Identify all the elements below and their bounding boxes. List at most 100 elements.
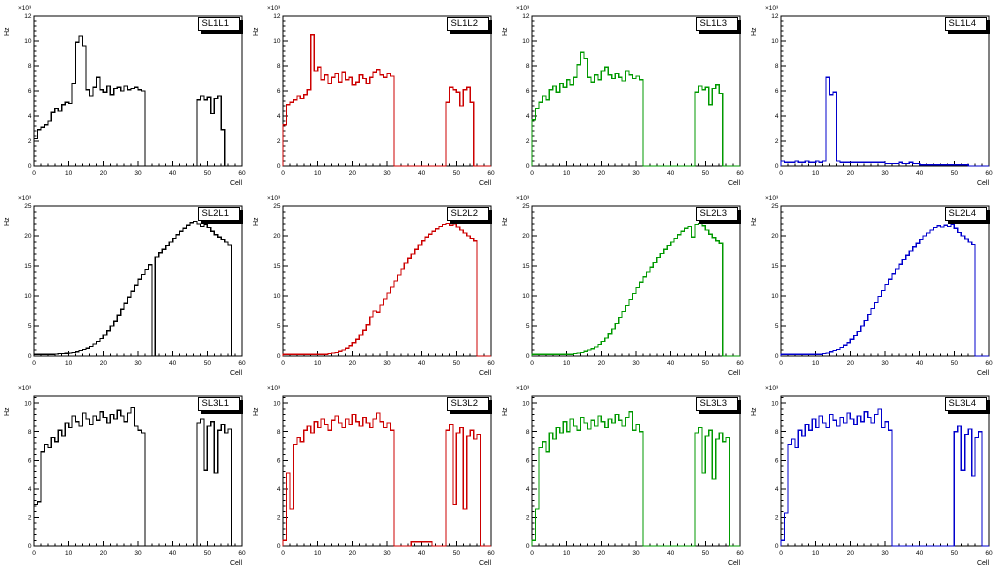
x-tick-label: 50 — [204, 550, 212, 557]
title-pave: SL2L3 — [695, 207, 738, 221]
x-tick-label: 30 — [632, 360, 640, 367]
x-tick-label: 40 — [667, 170, 675, 177]
plot-frame — [282, 395, 492, 547]
histogram-line — [780, 408, 989, 547]
x-tick-label: 60 — [736, 170, 744, 177]
y-tick-label: 12 — [273, 13, 281, 20]
pave-title: SL1L2 — [450, 18, 478, 29]
y-tick-label: 15 — [522, 263, 530, 270]
y-tick-label: 0 — [28, 353, 32, 360]
histogram-plot: 0 10 20 30 40 50 60 0 2 4 6 8 10 Hz ×10³ Cell — [4, 385, 246, 567]
y-tick-label: 0 — [277, 353, 281, 360]
pave-title: SL3L4 — [948, 398, 976, 409]
plot-frame — [531, 205, 741, 357]
pave-title: SL1L3 — [699, 18, 727, 29]
y-tick-label: 6 — [277, 88, 281, 95]
histogram-plot: 0 10 20 30 40 50 60 0 2 4 6 8 10 Hz ×10³ Cell — [751, 385, 993, 567]
histogram-line — [33, 35, 242, 167]
y-tick-label: 0 — [277, 163, 281, 170]
histogram-plot: 0 10 20 30 40 50 60 0 2 4 6 8 10 12 Hz ×10³ Cell — [502, 5, 744, 187]
axis-multiplier: ×10³ — [765, 5, 779, 12]
histogram-line — [531, 411, 740, 547]
pave-title: SL3L1 — [201, 398, 229, 409]
title-pave: SL1L1 — [197, 17, 240, 31]
y-tick-label: 2 — [28, 138, 32, 145]
histogram-plot: 0 10 20 30 40 50 60 0 2 4 6 8 10 12 Hz ×10³ Cell — [4, 5, 246, 187]
y-axis-title: Hz — [4, 217, 11, 226]
y-tick-label: 0 — [28, 543, 32, 550]
panel-sl2l1: 0 10 20 30 40 50 60 0 5 10 15 20 25 Hz ×10³ Cell SL2L1 — [0, 191, 249, 381]
x-tick-label: 40 — [169, 550, 177, 557]
y-axis-title: Hz — [502, 407, 509, 416]
y-tick-label: 5 — [277, 323, 281, 330]
x-tick-label: 30 — [134, 360, 142, 367]
y-tick-label: 2 — [526, 138, 530, 145]
x-tick-label: 10 — [314, 550, 322, 557]
histogram-line — [33, 221, 242, 357]
y-tick-label: 8 — [526, 63, 530, 70]
x-tick-label: 30 — [632, 170, 640, 177]
x-tick-label: 0 — [281, 360, 285, 367]
panel-sl1l4: 0 10 20 30 40 50 60 0 2 4 6 8 10 12 Hz ×10³ Cell SL1L4 — [747, 1, 996, 191]
x-tick-label: 20 — [100, 170, 108, 177]
x-axis-title: Cell — [728, 370, 741, 377]
y-tick-label: 8 — [28, 63, 32, 70]
x-tick-label: 40 — [418, 360, 426, 367]
x-tick-label: 60 — [238, 170, 246, 177]
title-pave: SL3L3 — [695, 397, 738, 411]
y-axis-title: Hz — [751, 27, 758, 36]
axis-multiplier: ×10³ — [267, 385, 281, 392]
y-tick-label: 20 — [24, 233, 32, 240]
x-tick-label: 30 — [881, 170, 889, 177]
axis-multiplier: ×10³ — [18, 385, 32, 392]
x-tick-label: 20 — [598, 550, 606, 557]
y-tick-label: 25 — [522, 203, 530, 210]
x-tick-label: 50 — [951, 360, 959, 367]
y-tick-label: 4 — [775, 113, 779, 120]
x-tick-label: 30 — [881, 550, 889, 557]
plot-frame — [531, 395, 741, 547]
x-tick-label: 20 — [349, 550, 357, 557]
histogram-plot: 0 10 20 30 40 50 60 0 5 10 15 20 25 Hz ×10³ Cell — [502, 195, 744, 377]
x-tick-label: 10 — [65, 360, 73, 367]
panel-sl2l4: 0 10 20 30 40 50 60 0 5 10 15 20 25 Hz ×10³ Cell SL2L4 — [747, 191, 996, 381]
y-tick-label: 8 — [277, 429, 281, 436]
axis-multiplier: ×10³ — [267, 5, 281, 12]
histogram-line — [282, 222, 491, 357]
y-tick-label: 10 — [24, 38, 32, 45]
histogram-plot: 0 10 20 30 40 50 60 0 2 4 6 8 10 Hz ×10³ Cell — [253, 385, 495, 567]
y-tick-label: 5 — [28, 323, 32, 330]
x-tick-label: 50 — [453, 360, 461, 367]
histogram-line — [282, 412, 491, 547]
y-tick-label: 12 — [522, 13, 530, 20]
y-axis-title: Hz — [751, 407, 758, 416]
y-axis-title: Hz — [253, 407, 260, 416]
y-tick-label: 5 — [526, 323, 530, 330]
x-tick-label: 40 — [667, 550, 675, 557]
x-tick-label: 0 — [281, 170, 285, 177]
title-pave: SL3L1 — [197, 397, 240, 411]
y-tick-label: 0 — [526, 163, 530, 170]
axis-multiplier: ×10³ — [516, 385, 530, 392]
histogram-line — [531, 222, 740, 357]
title-pave: SL3L4 — [944, 397, 987, 411]
x-tick-label: 60 — [238, 360, 246, 367]
y-tick-label: 10 — [24, 293, 32, 300]
y-axis-title: Hz — [253, 217, 260, 226]
y-tick-label: 10 — [522, 38, 530, 45]
title-pave: SL1L3 — [695, 17, 738, 31]
histogram-plot: 0 10 20 30 40 50 60 0 5 10 15 20 25 Hz ×10³ Cell — [253, 195, 495, 377]
x-tick-label: 0 — [779, 170, 783, 177]
x-tick-label: 60 — [985, 550, 993, 557]
x-tick-label: 10 — [563, 170, 571, 177]
title-pave: SL1L2 — [446, 17, 489, 31]
x-tick-label: 10 — [314, 360, 322, 367]
y-tick-label: 6 — [775, 88, 779, 95]
y-tick-label: 8 — [277, 63, 281, 70]
axis-multiplier: ×10³ — [765, 195, 779, 202]
y-tick-label: 10 — [273, 293, 281, 300]
x-tick-label: 10 — [65, 170, 73, 177]
y-tick-label: 2 — [775, 138, 779, 145]
y-tick-label: 4 — [28, 486, 32, 493]
x-tick-label: 60 — [985, 360, 993, 367]
